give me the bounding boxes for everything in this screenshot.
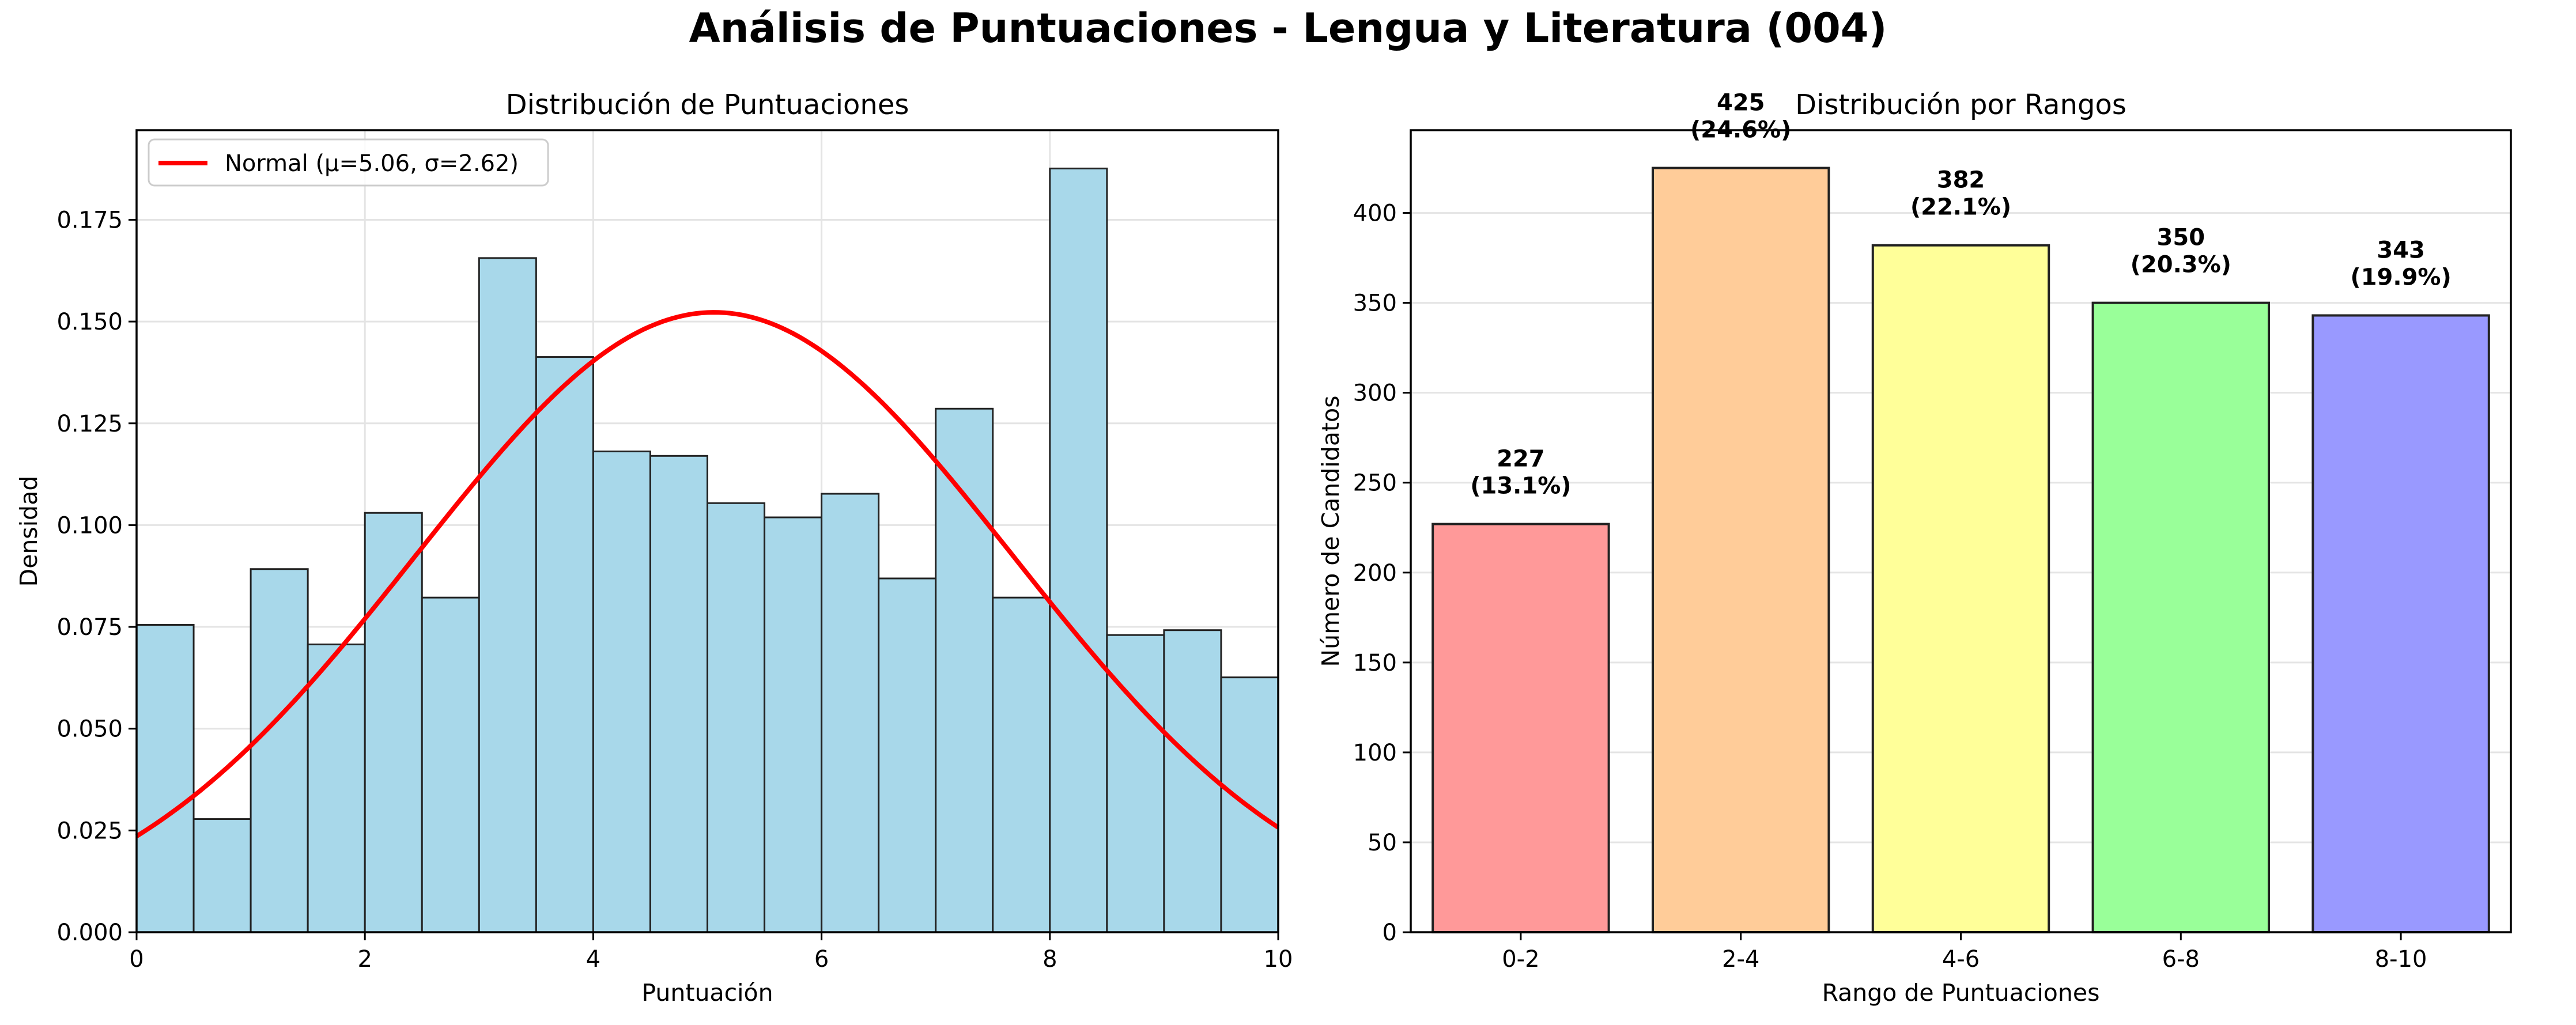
histogram-bar bbox=[935, 407, 994, 933]
bar-value-label: 350 bbox=[2157, 225, 2205, 251]
bar-percent-label: (19.9%) bbox=[2350, 264, 2451, 290]
legend-label: Normal (μ=5.06, σ=2.62) bbox=[225, 150, 519, 177]
normal-curve-line bbox=[135, 310, 1280, 838]
histogram-bar bbox=[250, 568, 309, 933]
y-tick-label: 400 bbox=[1353, 201, 1397, 227]
legend-box bbox=[148, 138, 549, 187]
histogram-bar bbox=[192, 818, 252, 933]
histogram-bar bbox=[878, 577, 937, 933]
x-tick-label: 2-4 bbox=[1722, 946, 1759, 973]
histogram-bar bbox=[592, 451, 651, 933]
x-tick-label: 0-2 bbox=[1502, 946, 1539, 973]
histogram-bar bbox=[1106, 634, 1165, 933]
histogram-bar bbox=[649, 455, 708, 933]
bar-value-label: 382 bbox=[1937, 167, 1985, 194]
histogram-bar bbox=[135, 624, 195, 933]
x-tick-label: 10 bbox=[1264, 946, 1293, 973]
y-tick-label: 200 bbox=[1353, 560, 1397, 587]
y-axis-label: Densidad bbox=[15, 476, 43, 587]
chart-title: Distribución de Puntuaciones bbox=[506, 89, 909, 121]
y-tick-label: 100 bbox=[1353, 740, 1397, 766]
y-axis-label: Número de Candidatos bbox=[1317, 396, 1344, 667]
histogram-bar bbox=[1049, 167, 1108, 933]
y-tick-label: 150 bbox=[1353, 650, 1397, 676]
y-tick-label: 350 bbox=[1353, 290, 1397, 317]
x-tick-label: 6-8 bbox=[2162, 946, 2200, 973]
histogram-bar bbox=[707, 502, 766, 933]
bar-value-label: 425 bbox=[1717, 90, 1765, 116]
x-tick-label: 0 bbox=[129, 946, 143, 973]
y-tick-label: 0.075 bbox=[56, 614, 123, 641]
chart-title: Distribución por Rangos bbox=[1795, 89, 2126, 121]
range-bar bbox=[1871, 244, 2050, 933]
y-tick-label: 0.000 bbox=[56, 920, 123, 946]
histogram-bar bbox=[535, 356, 594, 933]
histogram-bar bbox=[421, 596, 480, 933]
range-bar bbox=[1431, 523, 1610, 933]
histogram-bar bbox=[821, 493, 880, 933]
range-bar bbox=[2311, 314, 2490, 933]
x-tick-label: 8 bbox=[1043, 946, 1057, 973]
y-tick-label: 250 bbox=[1353, 470, 1397, 497]
histogram-bar bbox=[307, 643, 366, 933]
x-tick-label: 6 bbox=[814, 946, 829, 973]
y-tick-label: 0.150 bbox=[56, 309, 123, 335]
histogram-bar bbox=[478, 257, 537, 933]
histogram-bar bbox=[1163, 629, 1222, 933]
y-tick-label: 0.125 bbox=[56, 411, 123, 437]
figure-title: Análisis de Puntuaciones - Lengua y Lite… bbox=[689, 5, 1887, 52]
y-tick-label: 0.100 bbox=[56, 512, 123, 539]
x-axis-label: Rango de Puntuaciones bbox=[1822, 979, 2100, 1007]
y-tick-label: 0.050 bbox=[56, 716, 123, 743]
x-tick-label: 2 bbox=[357, 946, 372, 973]
y-tick-label: 0.175 bbox=[56, 207, 123, 233]
x-tick-label: 4 bbox=[586, 946, 600, 973]
range-bar bbox=[1651, 167, 1830, 933]
x-tick-label: 8-10 bbox=[2375, 946, 2427, 973]
histogram-bar bbox=[364, 512, 423, 933]
x-axis-label: Puntuación bbox=[641, 979, 773, 1007]
bar-percent-label: (13.1%) bbox=[1470, 473, 1571, 500]
axes-frame bbox=[1410, 129, 2512, 933]
axes-frame bbox=[135, 129, 1279, 933]
y-tick-label: 0.025 bbox=[56, 818, 123, 844]
bar-percent-label: (20.3%) bbox=[2131, 252, 2231, 278]
range-bar bbox=[2091, 301, 2271, 933]
histogram-bar bbox=[764, 516, 823, 933]
histogram-bar bbox=[992, 596, 1051, 933]
y-tick-label: 0 bbox=[1383, 920, 1397, 946]
y-tick-label: 50 bbox=[1368, 830, 1397, 856]
x-tick-label: 4-6 bbox=[1942, 946, 1980, 973]
bar-value-label: 227 bbox=[1497, 446, 1545, 472]
bar-value-label: 343 bbox=[2377, 237, 2425, 263]
bar-percent-label: (22.1%) bbox=[1910, 194, 2011, 221]
y-tick-label: 300 bbox=[1353, 380, 1397, 407]
